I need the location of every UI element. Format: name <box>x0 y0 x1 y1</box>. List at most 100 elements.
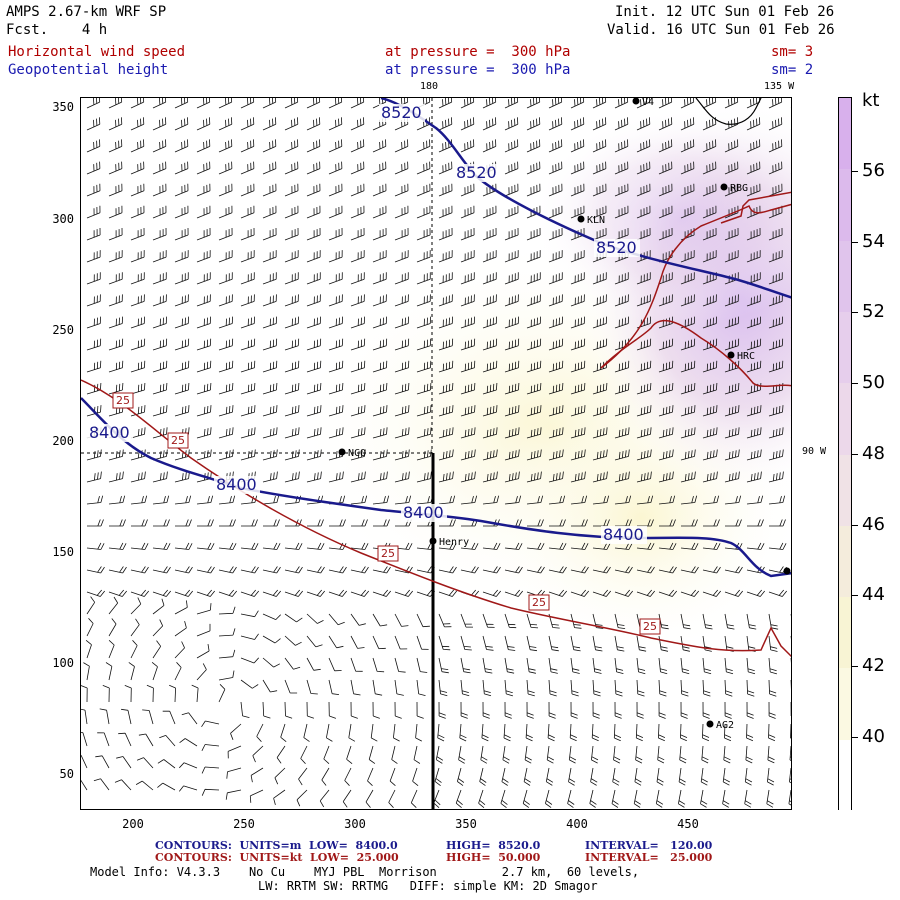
wind-barb <box>680 613 691 630</box>
wind-barb <box>372 161 387 175</box>
colorbar-segment <box>839 525 851 598</box>
wind-barb <box>240 679 259 689</box>
wind-barb <box>372 566 391 574</box>
wind-barb <box>545 789 553 808</box>
wind-barb <box>768 139 783 153</box>
wind-barb <box>504 566 523 574</box>
wind-barb <box>306 701 315 719</box>
wind-barb <box>768 338 784 351</box>
wind-barb <box>700 767 708 786</box>
wind-barb <box>174 471 190 483</box>
wind-barb <box>702 117 717 131</box>
wind-barb <box>196 663 207 681</box>
wind-barb <box>460 701 468 719</box>
wind-barb <box>768 382 784 395</box>
wind-barb <box>438 427 454 439</box>
wind-barb <box>252 745 264 763</box>
wind-barb <box>372 360 388 373</box>
wind-barb <box>724 566 743 574</box>
wind-barb <box>273 789 286 806</box>
station-marker[interactable] <box>338 448 346 456</box>
wind-barb <box>680 701 688 719</box>
wind-barb <box>724 316 739 329</box>
station-marker[interactable] <box>429 537 437 545</box>
wind-barb <box>504 635 516 651</box>
wind-barb <box>416 227 431 241</box>
height-contour-label: 8400 <box>89 423 130 442</box>
wind-barb <box>768 272 783 285</box>
station-marker[interactable] <box>577 215 585 223</box>
speed-contour-label: 25 <box>643 620 657 633</box>
wind-barb <box>746 183 761 197</box>
wind-barb <box>548 294 563 307</box>
wind-barb <box>482 294 497 307</box>
wind-barb <box>680 635 690 652</box>
wind-barb <box>108 98 123 109</box>
wind-barb <box>438 360 454 373</box>
wind-barb <box>680 98 695 109</box>
wind-barb <box>768 635 778 652</box>
wind-barb <box>570 272 585 285</box>
wind-barb <box>196 589 216 597</box>
wind-barb <box>108 161 123 175</box>
wind-barb <box>201 720 220 728</box>
wind-barb <box>746 471 762 483</box>
wind-barb <box>262 449 278 461</box>
wind-barb <box>768 613 779 630</box>
wind-barb <box>130 427 146 439</box>
wind-barb <box>108 338 124 351</box>
wind-barb <box>328 635 344 649</box>
wind-barb <box>526 613 539 629</box>
wind-barb <box>152 227 167 241</box>
wind-barb <box>591 723 599 742</box>
wind-barb <box>321 767 330 786</box>
wind-barb <box>724 139 739 153</box>
wind-barb <box>394 589 414 597</box>
wind-barb <box>218 566 237 574</box>
wind-barb <box>460 272 475 285</box>
wind-barb <box>723 745 731 764</box>
wind-barb <box>174 183 189 197</box>
colorbar-unit: kt <box>862 90 880 111</box>
station-label: AG2 <box>716 720 734 731</box>
wind-barb <box>636 589 656 597</box>
wind-barb <box>658 723 666 742</box>
map-plot[interactable]: 8520 8520 8520 8400 8400 8400 8400 25 25 25 25 25 N… <box>80 97 792 810</box>
wind-barb <box>262 679 278 693</box>
station-marker[interactable] <box>783 567 791 575</box>
station-marker[interactable] <box>632 98 640 105</box>
wind-barb <box>658 294 673 307</box>
wind-barb <box>790 107 791 108</box>
wind-barb <box>394 316 409 329</box>
station-marker[interactable] <box>706 720 714 728</box>
wind-barb <box>592 272 607 285</box>
wind-barb <box>306 227 321 241</box>
wind-barb <box>545 767 554 786</box>
wind-barb <box>790 129 791 130</box>
wind-barb <box>592 227 607 241</box>
wind-barb <box>460 495 478 505</box>
wind-barb <box>372 613 388 627</box>
wind-barb <box>416 701 424 719</box>
wind-barb <box>86 618 94 637</box>
wind-barb <box>548 589 568 597</box>
wind-barb <box>589 789 597 808</box>
speed-label-box <box>639 618 661 635</box>
wind-barb <box>746 723 754 742</box>
wind-barb <box>570 183 585 197</box>
wind-barb <box>201 788 220 796</box>
station-marker[interactable] <box>720 183 728 191</box>
wind-barb <box>196 360 212 373</box>
field2-smoothing: sm= 2 <box>771 62 814 78</box>
wind-barb <box>86 183 101 197</box>
wind-barb <box>636 495 654 505</box>
wind-barb <box>592 495 610 505</box>
wind-barb <box>636 657 646 675</box>
wind-barb <box>724 471 740 483</box>
wind-barb <box>284 205 299 219</box>
wind-barb <box>350 382 366 395</box>
station-marker[interactable] <box>727 351 735 359</box>
wind-barb <box>174 641 185 659</box>
wind-barb <box>460 316 475 329</box>
wind-barb <box>724 161 739 175</box>
